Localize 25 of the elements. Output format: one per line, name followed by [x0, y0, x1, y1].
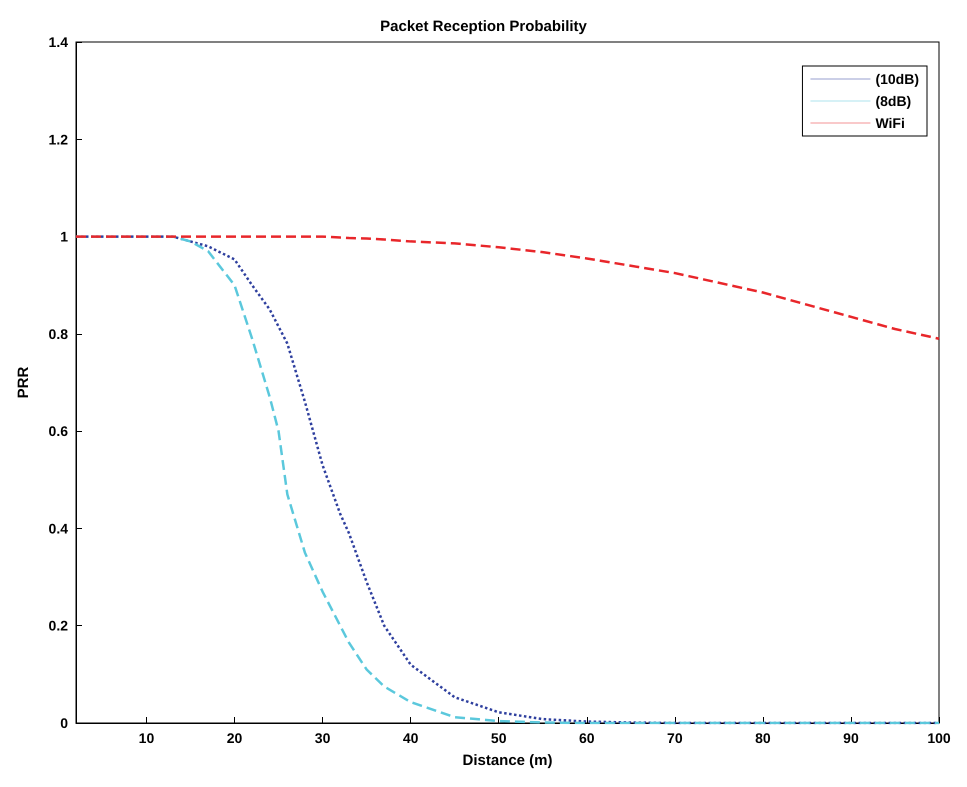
x-axis-title: Distance (m): [462, 752, 553, 769]
x-tick-label: 40: [402, 730, 419, 746]
line-series: [74, 235, 940, 340]
y-tick-label: 0.8: [48, 326, 68, 342]
y-tick-label: 0.2: [48, 618, 68, 634]
x-tick-label: 100: [927, 730, 951, 746]
x-tick-label: 70: [667, 730, 683, 746]
x-tick-label: 60: [578, 730, 595, 746]
x-tick-label: 10: [138, 730, 154, 746]
y-axis-title: PRR: [15, 366, 32, 398]
x-tick-label: 80: [755, 730, 771, 746]
legend-label: WiFi: [875, 115, 905, 131]
y-tick-label: 1.2: [48, 131, 68, 148]
legend-label: (8dB): [875, 93, 912, 109]
y-tick-label: 1: [60, 228, 68, 245]
chart-title: Packet Reception Probability: [380, 18, 588, 35]
x-tick-label: 30: [314, 730, 331, 746]
x-tick-label: 90: [843, 730, 859, 746]
y-tick-label: 0.4: [48, 520, 68, 536]
x-tick-label: 20: [226, 730, 243, 746]
y-tick-label: 0.6: [48, 423, 68, 440]
x-tick-label: 50: [490, 730, 507, 746]
y-tick-label: 1.4: [48, 34, 68, 50]
legend-label: (10dB): [875, 71, 920, 87]
y-tick-label: 0: [60, 715, 68, 731]
